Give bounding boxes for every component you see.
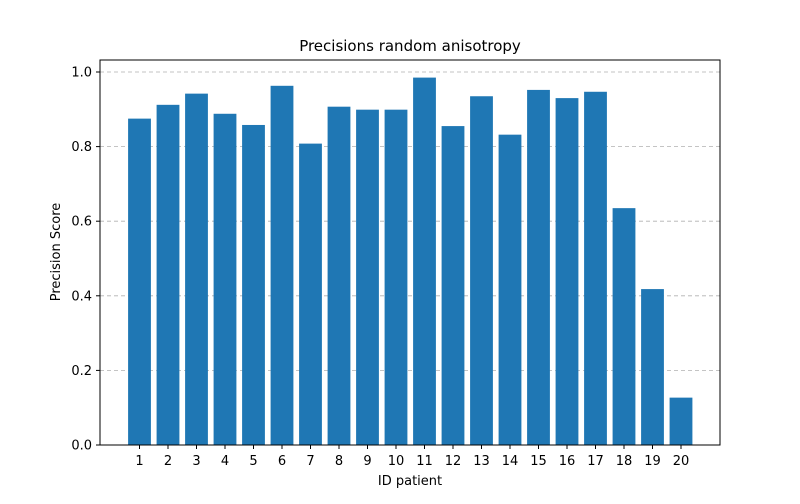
y-tick-label: 0.2 xyxy=(71,364,92,379)
x-tick-label: 15 xyxy=(530,454,547,469)
x-tick-label: 14 xyxy=(502,454,519,469)
x-tick-label: 10 xyxy=(388,454,405,469)
x-tick-label: 17 xyxy=(587,454,604,469)
x-tick-label: 2 xyxy=(164,454,172,469)
y-axis-label: Precision Score xyxy=(49,203,64,302)
bar xyxy=(413,77,436,445)
x-tick-label: 8 xyxy=(335,454,343,469)
chart-title: Precisions random anisotropy xyxy=(299,37,521,55)
bar xyxy=(641,289,664,445)
x-tick-label: 12 xyxy=(445,454,462,469)
bar xyxy=(185,93,208,445)
x-tick-label: 6 xyxy=(278,454,286,469)
plot-frame xyxy=(99,59,721,446)
x-tick-label: 1 xyxy=(135,454,143,469)
x-tick-label: 19 xyxy=(644,454,661,469)
x-axis-ticks: 1 2 3 4 5 6 7 8 9 10 11 12 13 14 15 16 17 18 19 20 xyxy=(135,445,689,469)
x-tick-label: 20 xyxy=(673,454,690,469)
y-tick-label: 1.0 xyxy=(71,66,92,81)
bar xyxy=(384,109,408,445)
x-tick-label: 3 xyxy=(192,454,200,469)
bar xyxy=(299,143,322,445)
bar xyxy=(242,124,265,445)
bar xyxy=(213,113,237,445)
y-tick-label: 0.6 xyxy=(71,215,92,230)
grid-lines xyxy=(100,71,720,371)
y-tick-label: 0.4 xyxy=(71,289,92,304)
bars xyxy=(128,77,693,446)
bar xyxy=(156,104,180,445)
x-tick-label: 11 xyxy=(416,454,433,469)
y-tick-label: 0.0 xyxy=(71,439,92,454)
bar xyxy=(270,85,294,446)
x-tick-label: 5 xyxy=(249,454,257,469)
x-tick-label: 4 xyxy=(221,454,229,469)
bar xyxy=(584,91,607,446)
x-tick-label: 16 xyxy=(559,454,576,469)
bar xyxy=(612,208,636,445)
bar xyxy=(470,96,493,446)
x-tick-label: 9 xyxy=(363,454,371,469)
bar xyxy=(498,134,522,445)
bar xyxy=(441,126,465,446)
y-tick-label: 0.8 xyxy=(71,140,92,155)
bar xyxy=(555,98,579,446)
bar xyxy=(128,118,151,445)
x-axis-label: ID patient xyxy=(378,474,442,489)
bar xyxy=(527,89,550,446)
bar xyxy=(669,397,693,445)
y-axis-ticks: 0.0 0.2 0.4 0.6 0.8 1.0 xyxy=(71,66,100,454)
x-tick-label: 7 xyxy=(306,454,314,469)
bar xyxy=(356,109,379,445)
x-tick-label: 18 xyxy=(616,454,633,469)
x-tick-label: 13 xyxy=(473,454,490,469)
bar xyxy=(327,106,351,446)
